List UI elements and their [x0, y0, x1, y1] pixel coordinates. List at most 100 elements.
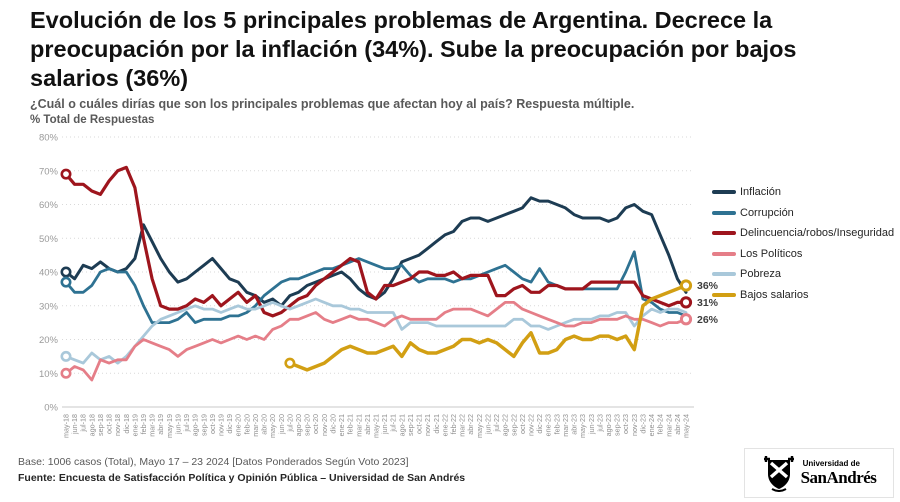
- legend-item-delincuencia-robos-inseguridad[interactable]: Delincuencia/robos/Inseguridad: [712, 227, 897, 239]
- x-axis-tick-label: ago-20: [294, 414, 303, 436]
- x-axis-tick-label: nov-19: [217, 414, 226, 436]
- legend-swatch: [712, 251, 736, 256]
- x-axis-tick-label: mar-21: [354, 414, 363, 437]
- y-axis-tick-label: 80%: [39, 133, 59, 144]
- end-value-label: 36%: [697, 280, 719, 292]
- x-axis-tick-label: nov-20: [320, 414, 329, 436]
- x-axis-tick-label: feb-24: [656, 414, 665, 434]
- x-axis-tick-label: feb-23: [552, 414, 561, 434]
- x-axis-tick-label: oct-22: [518, 414, 527, 434]
- legend-label: Delincuencia/robos/Inseguridad: [740, 227, 895, 239]
- x-axis-tick-label: jul-23: [595, 414, 604, 433]
- x-axis-tick-label: may-24: [682, 414, 691, 438]
- x-axis-tick-label: jun-23: [587, 414, 596, 435]
- x-axis-tick-label: ago-21: [397, 414, 406, 436]
- x-axis-tick-label: dic-18: [122, 414, 131, 434]
- x-axis-tick-label: oct-23: [621, 414, 630, 434]
- x-axis-tick-label: oct-20: [311, 414, 320, 434]
- x-axis-tick-label: dic-23: [638, 414, 647, 434]
- x-axis-tick-label: jun-21: [380, 414, 389, 435]
- y-axis-tick-label: 0%: [44, 403, 58, 414]
- x-axis-tick-label: abr-23: [570, 414, 579, 435]
- x-axis-tick-label: ene-23: [544, 414, 553, 436]
- y-axis-tick-label: 60%: [39, 200, 59, 211]
- x-axis-tick-label: mar-22: [458, 414, 467, 437]
- series-start-marker: [60, 350, 72, 362]
- x-axis-tick-label: feb-21: [346, 414, 355, 434]
- legend-item-los-pol-ticos[interactable]: Los Políticos: [712, 248, 897, 260]
- x-axis-tick-label: may-19: [165, 414, 174, 438]
- x-axis-tick-label: ago-18: [87, 414, 96, 436]
- x-axis-tick-label: ene-20: [234, 414, 243, 436]
- legend-item-bajos-salarios[interactable]: Bajos salarios: [712, 289, 897, 301]
- x-axis-tick-label: nov-23: [630, 414, 639, 436]
- x-axis-tick-label: oct-19: [208, 414, 217, 434]
- x-axis-tick-label: abr-24: [673, 414, 682, 435]
- y-axis-tick-label: 50%: [39, 234, 59, 245]
- x-axis-tick-label: dic-21: [432, 414, 441, 434]
- end-value-label: 31%: [697, 297, 719, 309]
- x-axis-tick-label: jul-22: [492, 414, 501, 433]
- x-axis-tick-label: nov-22: [527, 414, 536, 436]
- series-line-pobreza[interactable]: [64, 297, 688, 365]
- legend-item-corrupci-n[interactable]: Corrupción: [712, 207, 897, 219]
- footer-source-text: Fuente: Encuesta de Satisfacción Polític…: [18, 472, 466, 484]
- logo-line1: Universidad de: [802, 459, 860, 468]
- x-axis-tick-label: dic-19: [225, 414, 234, 434]
- x-axis-tick-label: mar-24: [664, 414, 673, 437]
- page-title: Evolución de los 5 principales problemas…: [30, 7, 797, 91]
- x-axis-tick-label: feb-22: [449, 414, 458, 434]
- x-axis-tick-label: may-18: [62, 414, 71, 438]
- y-axis-tick-label: 20%: [39, 335, 59, 346]
- x-axis-tick-label: abr-20: [260, 414, 269, 435]
- x-axis-tick-label: jun-22: [483, 414, 492, 435]
- x-axis-tick-label: abr-19: [156, 414, 165, 435]
- legend-swatch: [712, 292, 736, 297]
- legend-swatch: [712, 272, 736, 276]
- x-axis-tick-label: ene-24: [647, 414, 656, 436]
- legend-label: Pobreza: [740, 268, 781, 280]
- x-axis-tick-label: feb-19: [139, 414, 148, 434]
- x-axis-tick-label: sep-20: [303, 414, 312, 436]
- legend-item-inflaci-n[interactable]: Inflación: [712, 186, 897, 198]
- x-axis-tick-label: oct-18: [105, 414, 114, 434]
- end-value-label: 26%: [697, 314, 719, 326]
- chart-footer: Base: 1006 casos (Total), Mayo 17 – 23 2…: [18, 456, 465, 484]
- university-logo: Universidad de SanAndrés: [744, 448, 894, 498]
- y-axis-tick-label: 40%: [39, 268, 59, 279]
- logo-line2: SanAndrés: [800, 468, 877, 487]
- university-crest-icon: [763, 456, 794, 492]
- x-axis-tick-label: sep-22: [509, 414, 518, 436]
- series-start-marker: [60, 168, 72, 180]
- x-axis-tick-label: sep-19: [199, 414, 208, 436]
- x-axis-tick-label: may-23: [578, 414, 587, 438]
- x-axis-tick-label: ago-23: [604, 414, 613, 436]
- x-axis-tick-label: abr-21: [363, 414, 372, 435]
- x-axis-tick-label: jun-20: [277, 414, 286, 435]
- footer-base-text: Base: 1006 casos (Total), Mayo 17 – 23 2…: [18, 456, 409, 468]
- series-start-marker: [60, 276, 72, 288]
- x-axis-tick-label: ene-21: [337, 414, 346, 436]
- x-axis-tick-label: ago-22: [501, 414, 510, 436]
- series-end-marker: [679, 279, 693, 292]
- x-axis-tick-label: dic-20: [328, 414, 337, 434]
- x-axis-tick-label: mar-20: [251, 414, 260, 437]
- x-axis-tick-label: nov-21: [423, 414, 432, 436]
- chart-legend: Inflación Corrupción Delincuencia/robos/In…: [712, 186, 897, 309]
- x-axis-tick-label: jul-21: [389, 414, 398, 433]
- x-axis-tick-label: nov-18: [113, 414, 122, 436]
- series-line-los-pol-ticos[interactable]: [64, 301, 688, 382]
- x-axis-tick-label: oct-21: [415, 414, 424, 434]
- legend-item-pobreza[interactable]: Pobreza: [712, 268, 897, 280]
- x-axis-tick-label: jul-19: [182, 414, 191, 433]
- x-axis-tick-label: feb-20: [242, 414, 251, 434]
- legend-label: Los Políticos: [740, 247, 803, 260]
- x-axis-tick-label: may-20: [268, 414, 277, 438]
- chart-subtitle: ¿Cuál o cuáles dirías que son los princi…: [30, 97, 635, 111]
- x-axis-tick-label: ene-19: [130, 414, 139, 436]
- x-axis-tick-label: jun-19: [173, 414, 182, 435]
- x-axis-tick-label: may-21: [372, 414, 381, 438]
- series-line-delincuencia-robos-inseguridad[interactable]: [64, 165, 688, 318]
- series-line-bajos-salarios[interactable]: [288, 283, 688, 372]
